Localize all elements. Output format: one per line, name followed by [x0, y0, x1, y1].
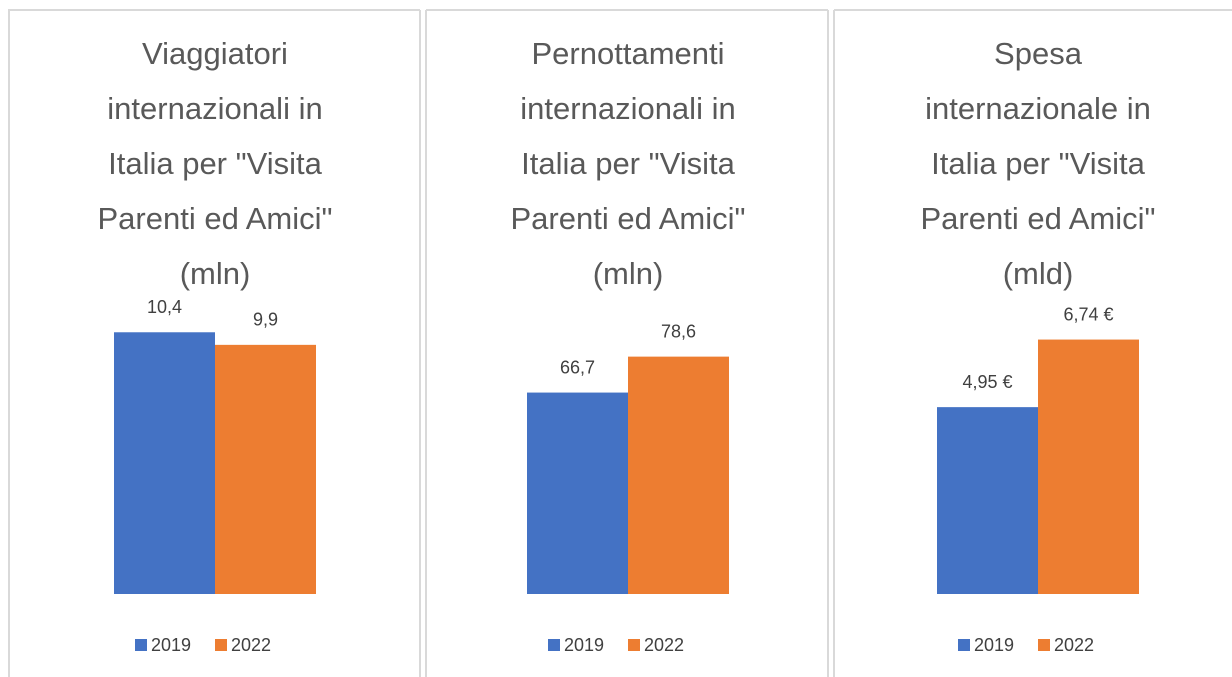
legend-label: 2022	[231, 635, 271, 655]
chart-title: Pernottamenti	[532, 36, 725, 71]
bar	[215, 344, 316, 594]
chart-title: Viaggiatori	[142, 36, 288, 71]
value-label: 9,9	[253, 310, 278, 330]
legend-swatch	[548, 639, 560, 651]
legend-label: 2019	[151, 635, 191, 655]
chart-title: internazionali in	[520, 91, 735, 126]
chart-title: Italia per "Visita	[521, 146, 736, 181]
value-label: 10,4	[147, 297, 182, 317]
chart-title: internazionali in	[107, 91, 322, 126]
chart-title: Parenti ed Amici"	[921, 201, 1156, 236]
chart-title: Spesa	[994, 36, 1083, 71]
bar	[1038, 339, 1139, 594]
value-label: 6,74 €	[1063, 304, 1113, 324]
bar	[937, 407, 1038, 594]
chart-title: (mln)	[593, 256, 664, 291]
chart-title: Italia per "Visita	[931, 146, 1146, 181]
value-label: 4,95 €	[962, 372, 1012, 392]
chart-title: Italia per "Visita	[108, 146, 323, 181]
chart-title: (mld)	[1003, 256, 1074, 291]
legend-swatch	[958, 639, 970, 651]
value-label: 78,6	[661, 321, 696, 341]
bar	[114, 332, 215, 594]
bar	[628, 356, 729, 594]
legend-swatch	[1038, 639, 1050, 651]
chart-title: internazionale in	[925, 91, 1151, 126]
value-label: 66,7	[560, 357, 595, 377]
bar	[527, 392, 628, 594]
legend-label: 2022	[1054, 635, 1094, 655]
chart-title: Parenti ed Amici"	[511, 201, 746, 236]
legend-label: 2019	[564, 635, 604, 655]
chart-title: (mln)	[180, 256, 251, 291]
legend-swatch	[628, 639, 640, 651]
legend-swatch	[135, 639, 147, 651]
legend-label: 2019	[974, 635, 1014, 655]
chart-title: Parenti ed Amici"	[98, 201, 333, 236]
legend-swatch	[215, 639, 227, 651]
legend-label: 2022	[644, 635, 684, 655]
